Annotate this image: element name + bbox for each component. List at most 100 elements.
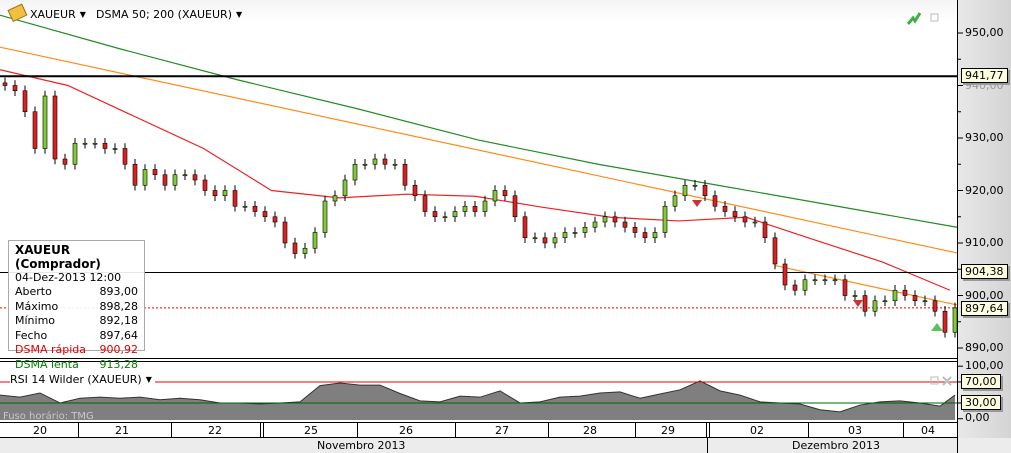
candle	[912, 290, 918, 306]
day-label: 29	[661, 424, 675, 437]
candle-body	[812, 279, 818, 282]
candle-body	[342, 179, 348, 197]
candle	[802, 274, 808, 296]
candle-body	[512, 195, 518, 218]
candle	[412, 180, 418, 201]
candle-body	[702, 184, 708, 197]
candle-body	[772, 237, 778, 265]
chevron-down-icon: ▼	[145, 375, 152, 384]
info-value: 913,28	[99, 357, 139, 371]
candle	[572, 227, 578, 238]
price-tick: 900,00	[965, 289, 1004, 302]
candle	[652, 227, 658, 243]
candle-body	[182, 174, 188, 177]
candle	[72, 138, 78, 170]
day-label: 26	[399, 424, 413, 437]
candle-body	[662, 205, 668, 233]
candle	[112, 143, 118, 154]
candle	[682, 180, 688, 201]
candle-body	[12, 85, 18, 92]
candle-body	[422, 195, 428, 212]
candle	[192, 169, 198, 186]
sell-signal-icon	[692, 200, 702, 207]
candle-body	[192, 174, 198, 181]
candle-body	[782, 263, 788, 286]
candle	[362, 159, 368, 170]
price-tag-last: 897,64	[961, 301, 1008, 316]
candle	[552, 232, 558, 249]
candle-body	[502, 190, 508, 197]
candle-body	[902, 289, 908, 296]
candle	[42, 90, 48, 154]
candle	[632, 222, 638, 238]
gold-bar-icon	[7, 3, 28, 23]
candle-body	[22, 90, 28, 113]
candle-body	[352, 163, 358, 181]
price-tick: 950,00	[965, 26, 1004, 39]
trend-arrow-icon	[906, 12, 922, 25]
candle	[622, 216, 628, 233]
candle	[902, 285, 908, 301]
candle	[452, 206, 458, 222]
candle	[922, 295, 928, 306]
candle-body	[262, 211, 268, 218]
candle	[812, 274, 818, 285]
candle	[462, 201, 468, 217]
candle	[642, 227, 648, 243]
candle	[792, 279, 798, 296]
header-bar	[0, 0, 957, 22]
candle-body	[682, 184, 688, 197]
candle	[152, 164, 158, 180]
price-tick: 910,00	[965, 236, 1004, 249]
candle-body	[562, 232, 568, 239]
rsi-indicator-selector[interactable]: RSI 14 Wilder (XAUEUR) ▼	[10, 373, 155, 386]
candle	[582, 222, 588, 238]
candle-body	[742, 216, 748, 223]
candle-body	[322, 200, 328, 233]
candle-body	[652, 232, 658, 239]
day-label: 28	[583, 424, 597, 437]
candle-body	[222, 190, 228, 197]
info-row: Aberto 893,00	[15, 285, 138, 300]
candle-body	[832, 279, 838, 282]
symbol-selector[interactable]: XAUEUR ▼	[30, 8, 86, 21]
candle	[32, 106, 38, 154]
candle	[612, 211, 618, 228]
candle-body	[622, 221, 628, 228]
candle-body	[692, 184, 698, 187]
candle	[162, 169, 168, 191]
indicator-selector[interactable]: DSMA 50; 200 (XAUEUR) ▼	[96, 8, 242, 21]
candle	[322, 195, 328, 238]
candle-body	[532, 237, 538, 240]
price-tick: 930,00	[965, 131, 1004, 144]
candle-body	[732, 211, 738, 218]
info-value: 898,28	[99, 299, 139, 313]
candle	[752, 216, 758, 228]
candle	[202, 174, 208, 196]
candle	[862, 290, 868, 317]
candle-body	[152, 169, 158, 176]
candle-body	[42, 95, 48, 149]
candle	[302, 243, 308, 259]
candle-body	[2, 82, 8, 86]
day-label: 25	[304, 424, 318, 437]
candle	[722, 201, 728, 217]
candle	[952, 302, 958, 338]
candle-body	[392, 163, 398, 166]
candle-body	[52, 95, 58, 160]
candle	[842, 274, 848, 301]
chevron-down-icon: ▼	[79, 10, 86, 19]
info-label: Mínimo	[15, 314, 56, 327]
info-datetime: 04-Dez-2013 12:00	[15, 271, 122, 284]
candle-body	[842, 279, 848, 296]
candle-body	[592, 221, 598, 228]
info-value: 893,00	[99, 285, 139, 298]
candle-body	[792, 284, 798, 291]
candle	[852, 290, 858, 301]
candle	[372, 153, 378, 170]
candle-body	[382, 158, 388, 165]
candle-body	[952, 307, 958, 333]
candle	[232, 185, 238, 212]
candle	[262, 206, 268, 222]
